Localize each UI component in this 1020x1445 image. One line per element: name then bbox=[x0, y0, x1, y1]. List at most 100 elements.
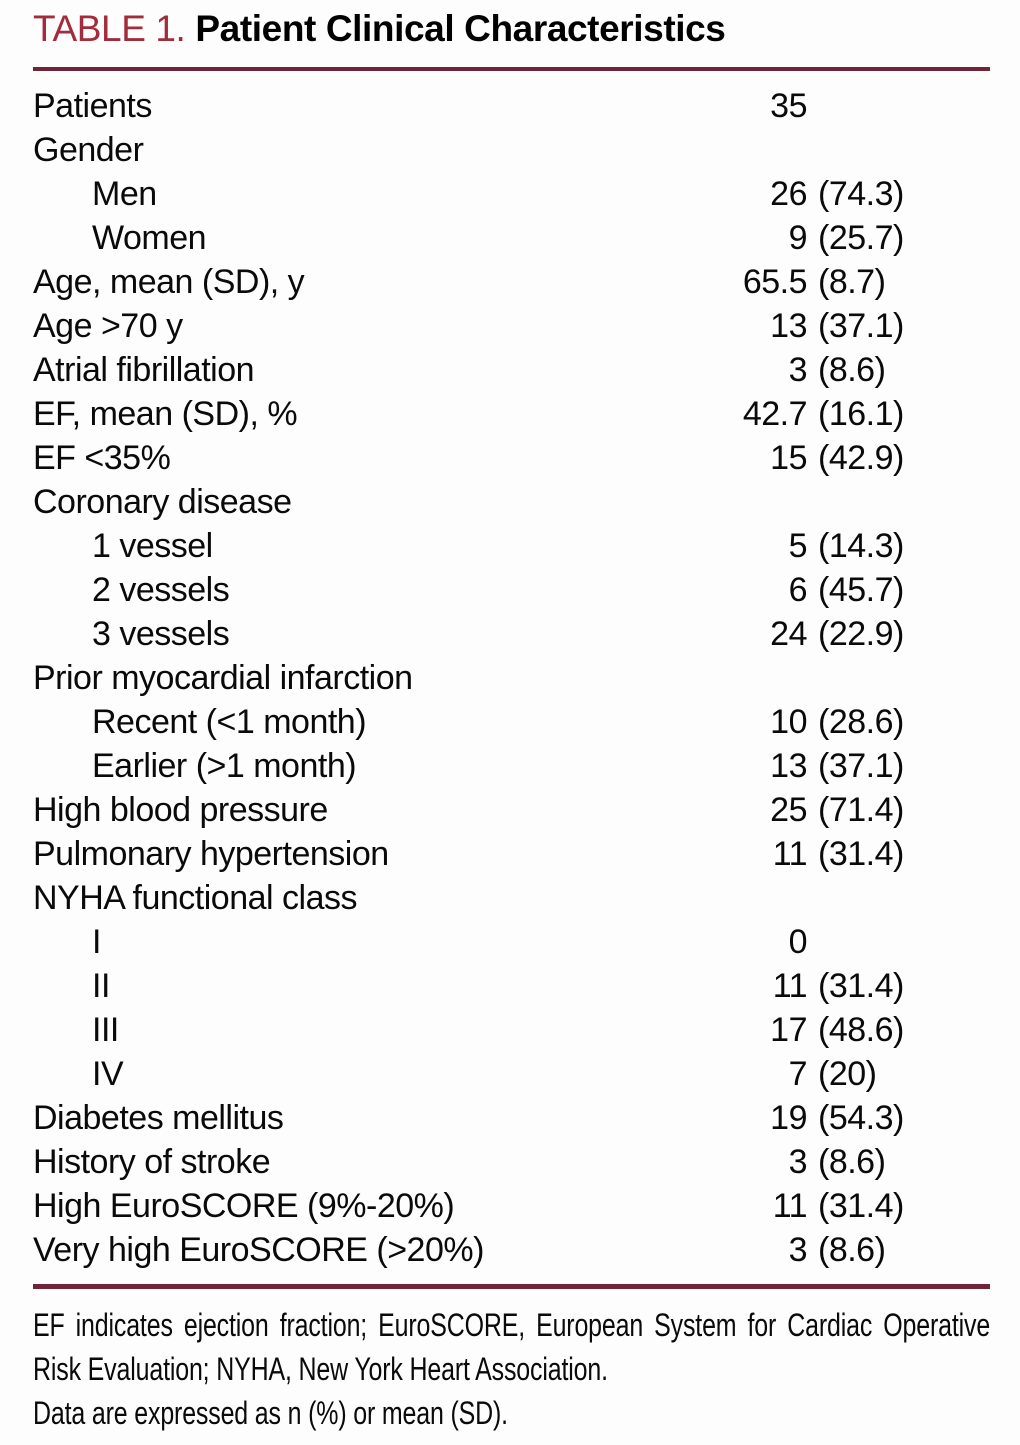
row-value-percent: (31.4) bbox=[818, 1186, 904, 1225]
row-value-number: 65.5 bbox=[742, 262, 808, 301]
row-value: 6 (45.7) bbox=[670, 571, 990, 610]
row-label: Women bbox=[92, 218, 207, 257]
row-value-percent: (16.1) bbox=[818, 394, 904, 433]
row-label: III bbox=[92, 1010, 119, 1049]
row-value-number: 13 bbox=[770, 306, 807, 345]
row-label: NYHA functional class bbox=[33, 878, 358, 917]
table-row: Prior myocardial infarction bbox=[33, 656, 990, 700]
table-title: TABLE 1. Patient Clinical Characteristics bbox=[33, 6, 990, 52]
row-value-percent: (20) bbox=[818, 1054, 877, 1093]
row-value-number: 13 bbox=[770, 746, 807, 785]
row-value: 19 (54.3) bbox=[670, 1099, 990, 1138]
row-value-percent: (37.1) bbox=[818, 306, 904, 345]
table-row: High blood pressure 25 (71.4) bbox=[33, 788, 990, 832]
row-value: 17 (48.6) bbox=[670, 1011, 990, 1050]
row-label: 2 vessels bbox=[92, 570, 230, 609]
row-value-percent: (31.4) bbox=[818, 834, 904, 873]
row-value-percent: (22.9) bbox=[818, 614, 904, 653]
row-value-number: 3 bbox=[788, 1230, 808, 1269]
row-value-number: 11 bbox=[772, 1186, 808, 1225]
row-label: II bbox=[92, 966, 110, 1005]
row-value-number: 35 bbox=[770, 86, 807, 125]
table-row: History of stroke 3 (8.6) bbox=[33, 1140, 990, 1184]
row-value-percent: (8.7) bbox=[818, 262, 886, 301]
row-value: 0 bbox=[670, 923, 990, 962]
row-label: Earlier (>1 month) bbox=[92, 746, 357, 785]
table-row: III 17 (48.6) bbox=[33, 1008, 990, 1052]
row-value-number: 25 bbox=[770, 790, 807, 829]
table-row: Patients 35 bbox=[33, 84, 990, 128]
row-value-percent: (74.3) bbox=[818, 174, 904, 213]
table-title-text: Patient Clinical Characteristics bbox=[195, 8, 726, 49]
row-value-number: 11 bbox=[772, 834, 808, 873]
row-label: 1 vessel bbox=[92, 526, 213, 565]
table-row: Gender bbox=[33, 128, 990, 172]
table-row: 3 vessels 24 (22.9) bbox=[33, 612, 990, 656]
row-label: I bbox=[92, 922, 101, 961]
footnote-data-format: Data are expressed as n (%) or mean (SD)… bbox=[33, 1395, 508, 1431]
row-label: Age, mean (SD), y bbox=[33, 262, 305, 301]
table-row: 1 vessel 5 (14.3) bbox=[33, 524, 990, 568]
row-value-number: 11 bbox=[772, 966, 808, 1005]
table-row: EF, mean (SD), % 42.7 (16.1) bbox=[33, 392, 990, 436]
row-label: EF <35% bbox=[33, 438, 171, 477]
bottom-rule bbox=[33, 1284, 990, 1289]
row-value-percent: (14.3) bbox=[818, 526, 904, 565]
row-value-percent: (45.7) bbox=[818, 570, 904, 609]
row-label: Pulmonary hypertension bbox=[33, 834, 389, 873]
row-value: 9 (25.7) bbox=[670, 219, 990, 258]
table-row: 2 vessels 6 (45.7) bbox=[33, 568, 990, 612]
footnote-abbreviations-line1: EF indicates ejection fraction; EuroSCOR… bbox=[33, 1307, 991, 1343]
row-label: Gender bbox=[33, 130, 144, 169]
row-value-percent: (71.4) bbox=[818, 790, 904, 829]
row-value-percent: (48.6) bbox=[818, 1010, 904, 1049]
row-label: IV bbox=[92, 1054, 124, 1093]
table-row: IV 7 (20) bbox=[33, 1052, 990, 1096]
row-value-number: 5 bbox=[788, 526, 808, 565]
row-value-number: 0 bbox=[788, 922, 808, 961]
table-row: Diabetes mellitus 19 (54.3) bbox=[33, 1096, 990, 1140]
row-value: 15 (42.9) bbox=[670, 439, 990, 478]
row-label: Age >70 y bbox=[33, 306, 183, 345]
row-label: Recent (<1 month) bbox=[92, 702, 367, 741]
table-row: Age >70 y 13 (37.1) bbox=[33, 304, 990, 348]
row-value: 26 (74.3) bbox=[670, 175, 990, 214]
row-value: 5 (14.3) bbox=[670, 527, 990, 566]
row-value-percent: (31.4) bbox=[818, 966, 904, 1005]
row-value-number: 24 bbox=[770, 614, 807, 653]
table-row: Age, mean (SD), y 65.5 (8.7) bbox=[33, 260, 990, 304]
row-value-number: 3 bbox=[788, 350, 808, 389]
table-row: Earlier (>1 month) 13 (37.1) bbox=[33, 744, 990, 788]
table-row: Atrial fibrillation 3 (8.6) bbox=[33, 348, 990, 392]
row-label: Atrial fibrillation bbox=[33, 350, 255, 389]
row-label: EF, mean (SD), % bbox=[33, 394, 298, 433]
row-label: Diabetes mellitus bbox=[33, 1098, 284, 1137]
row-value: 13 (37.1) bbox=[670, 307, 990, 346]
row-value: 3 (8.6) bbox=[670, 1231, 990, 1270]
table-row: NYHA functional class bbox=[33, 876, 990, 920]
row-value: 11 (31.4) bbox=[670, 967, 990, 1006]
row-value-percent: (42.9) bbox=[818, 438, 904, 477]
row-label: Coronary disease bbox=[33, 482, 292, 521]
row-value: 10 (28.6) bbox=[670, 703, 990, 742]
row-value-number: 10 bbox=[770, 702, 807, 741]
row-value: 7 (20) bbox=[670, 1055, 990, 1094]
table-row: Coronary disease bbox=[33, 480, 990, 524]
row-label: High EuroSCORE (9%-20%) bbox=[33, 1186, 455, 1225]
row-value: 3 (8.6) bbox=[670, 1143, 990, 1182]
table-row: Pulmonary hypertension 11 (31.4) bbox=[33, 832, 990, 876]
footnote-abbreviations-line2: Risk Evaluation; NYHA, New York Heart As… bbox=[33, 1351, 608, 1387]
row-value-percent: (54.3) bbox=[818, 1098, 904, 1137]
row-value-number: 19 bbox=[770, 1098, 807, 1137]
row-value: 11 (31.4) bbox=[670, 1187, 990, 1226]
row-value: 42.7 (16.1) bbox=[670, 395, 990, 434]
row-value-percent: (8.6) bbox=[818, 1230, 886, 1269]
row-label: 3 vessels bbox=[92, 614, 230, 653]
row-label: High blood pressure bbox=[33, 790, 328, 829]
top-rule bbox=[33, 67, 990, 71]
row-value-number: 17 bbox=[770, 1010, 807, 1049]
row-value-number: 9 bbox=[788, 218, 808, 257]
row-value-percent: (8.6) bbox=[818, 1142, 886, 1181]
